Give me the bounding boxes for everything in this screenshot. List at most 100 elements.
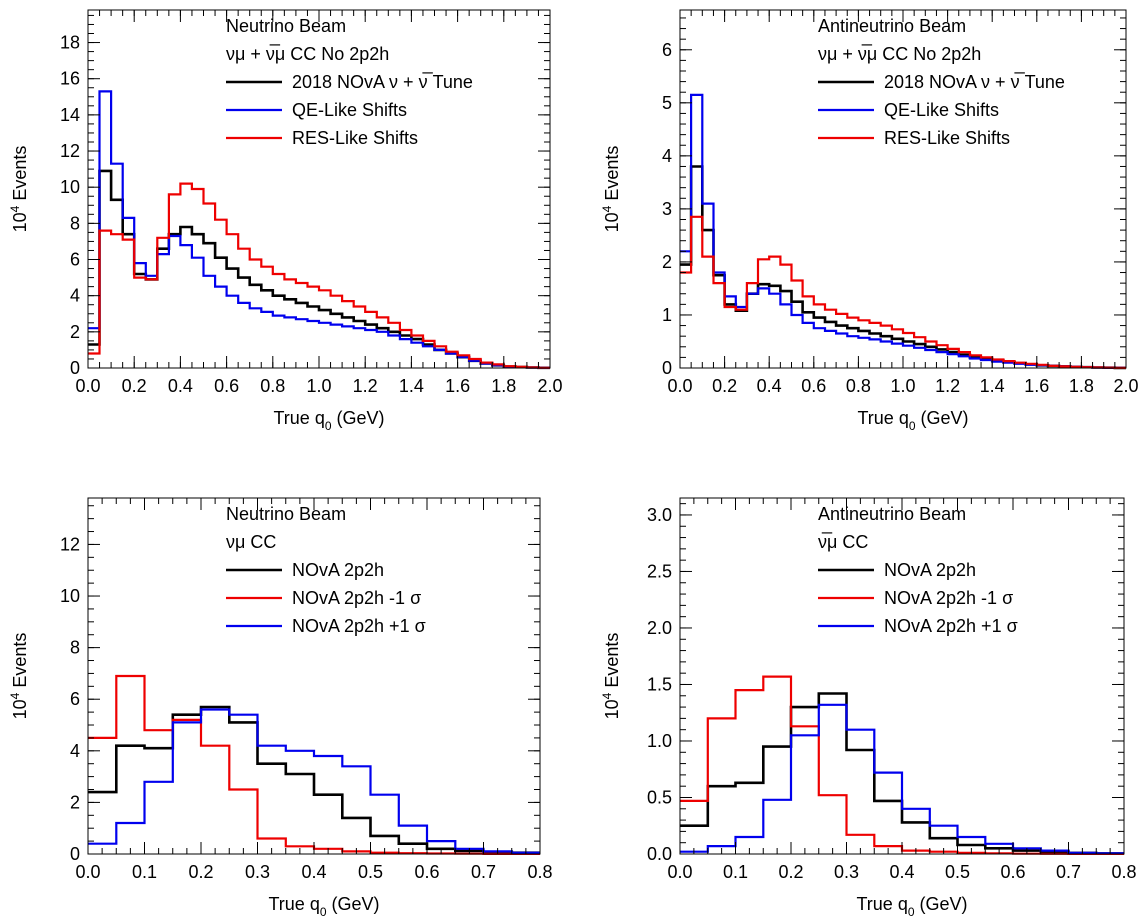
x-tick-label: 0.3	[834, 862, 859, 882]
y-tick-label: 0	[662, 358, 672, 378]
legend-entry-label: NOvA 2p2h +1 σ	[884, 616, 1018, 636]
series-line-3	[88, 182, 550, 369]
x-tick-label: 0.7	[1056, 862, 1081, 882]
y-tick-label: 2	[662, 252, 672, 272]
y-tick-label: 4	[662, 146, 672, 166]
series-line-2	[680, 675, 1124, 855]
x-tick-label: 1.4	[399, 376, 424, 396]
legend-entry-label: NOvA 2p2h +1 σ	[292, 616, 426, 636]
y-tick-label: 0.0	[647, 844, 672, 864]
y-axis-label: 104 Events	[8, 633, 30, 720]
x-tick-label: 0.4	[301, 862, 326, 882]
y-tick-label: 2	[70, 322, 80, 342]
x-tick-label: 0.4	[168, 376, 193, 396]
y-tick-label: 3	[662, 199, 672, 219]
y-tick-label: 0	[70, 844, 80, 864]
x-tick-label: 0.1	[132, 862, 157, 882]
legend-subtitle: νμ + ν̅μ CC No 2p2h	[818, 44, 981, 64]
y-tick-label: 6	[70, 250, 80, 270]
y-tick-label: 10	[60, 586, 80, 606]
y-tick-label: 16	[60, 69, 80, 89]
y-axis-label: 104 Events	[600, 146, 622, 233]
series-line-1	[680, 165, 1126, 370]
legend-subtitle: νμ CC	[226, 532, 276, 552]
x-tick-label: 1.6	[1024, 376, 1049, 396]
x-tick-label: 1.8	[1069, 376, 1094, 396]
x-tick-label: 0.4	[889, 862, 914, 882]
y-tick-label: 2	[70, 792, 80, 812]
y-tick-label: 10	[60, 177, 80, 197]
plot-frame	[87, 497, 541, 855]
y-tick-label: 5	[662, 93, 672, 113]
x-tick-label: 1.0	[890, 376, 915, 396]
x-tick-label: 0.5	[945, 862, 970, 882]
y-tick-label: 6	[70, 689, 80, 709]
legend-title: Antineutrino Beam	[818, 16, 966, 36]
x-tick-label: 1.0	[306, 376, 331, 396]
x-tick-label: 0.6	[801, 376, 826, 396]
legend-entry-label: NOvA 2p2h -1 σ	[292, 588, 421, 608]
legend-entry-label: QE-Like Shifts	[292, 100, 407, 120]
legend-subtitle: ν̅μ CC	[818, 532, 868, 552]
legend-title: Neutrino Beam	[226, 504, 346, 524]
x-tick-label: 0.0	[667, 376, 692, 396]
x-tick-label: 2.0	[537, 376, 562, 396]
x-axis-label: True q0 (GeV)	[856, 894, 967, 919]
y-tick-label: 0.5	[647, 787, 672, 807]
x-axis-label: True q0 (GeV)	[268, 894, 379, 919]
y-tick-label: 12	[60, 534, 80, 554]
chart-panel-2: 0.0 0.2 0.4 0.6 0.8 1.0 1.2 1.4 1.6 1.8 2.0 0 1 2 3 4 5 6…	[600, 9, 1139, 433]
legend-entry-label: QE-Like Shifts	[884, 100, 999, 120]
x-tick-label: 1.4	[980, 376, 1005, 396]
x-axis-label: True q0 (GeV)	[273, 408, 384, 433]
x-tick-label: 1.6	[445, 376, 470, 396]
y-tick-label: 18	[60, 33, 80, 53]
x-tick-label: 0.0	[75, 376, 100, 396]
y-tick-label: 8	[70, 213, 80, 233]
x-tick-label: 0.6	[414, 862, 439, 882]
x-tick-label: 2.0	[1113, 376, 1138, 396]
y-tick-label: 4	[70, 741, 80, 761]
y-tick-label: 3.0	[647, 505, 672, 525]
y-tick-label: 12	[60, 141, 80, 161]
legend-entry-label: RES-Like Shifts	[292, 128, 418, 148]
x-tick-label: 0.2	[778, 862, 803, 882]
x-tick-label: 0.8	[846, 376, 871, 396]
x-tick-label: 0.6	[214, 376, 239, 396]
y-tick-label: 2.5	[647, 561, 672, 581]
x-tick-label: 1.2	[353, 376, 378, 396]
x-tick-label: 0.2	[122, 376, 147, 396]
legend-title: Antineutrino Beam	[818, 504, 966, 524]
y-tick-label: 8	[70, 638, 80, 658]
legend-entry-label: 2018 NOvA ν + ν̅ Tune	[292, 72, 473, 92]
x-tick-label: 0.8	[260, 376, 285, 396]
x-tick-label: 0.6	[1000, 862, 1025, 882]
y-tick-label: 1.5	[647, 674, 672, 694]
legend-entry-label: NOvA 2p2h	[884, 560, 976, 580]
x-tick-label: 0.8	[1111, 862, 1136, 882]
x-tick-label: 1.8	[491, 376, 516, 396]
x-axis-label: True q0 (GeV)	[857, 408, 968, 433]
x-tick-label: 0.0	[667, 862, 692, 882]
chart-panel-1: 0.0 0.2 0.4 0.6 0.8 1.0 1.2 1.4 1.6 1.8 2.0 0 2 4 6 8 10…	[8, 9, 563, 433]
legend-entry-label: NOvA 2p2h -1 σ	[884, 588, 1013, 608]
x-tick-label: 0.8	[527, 862, 552, 882]
x-tick-label: 0.3	[245, 862, 270, 882]
chart-panel-3: 0.0 0.1 0.2 0.3 0.4 0.5 0.6 0.7 0.8 0 2 4 6 8 10 12 True…	[8, 497, 553, 919]
legend-entry-label: 2018 NOvA ν + ν̅ Tune	[884, 72, 1065, 92]
chart-panel-4: 0.0 0.1 0.2 0.3 0.4 0.5 0.6 0.7 0.8 0.0 0.5 1.0 1.5 2…	[600, 497, 1137, 919]
series-line-2	[88, 674, 540, 855]
y-tick-label: 1	[662, 305, 672, 325]
legend-title: Neutrino Beam	[226, 16, 346, 36]
legend-entry-label: RES-Like Shifts	[884, 128, 1010, 148]
x-tick-label: 0.1	[723, 862, 748, 882]
series-line-3	[680, 703, 1124, 855]
legend-entry-label: NOvA 2p2h	[292, 560, 384, 580]
series-line-2	[88, 90, 550, 369]
y-tick-label: 0	[70, 358, 80, 378]
y-tick-label: 4	[70, 286, 80, 306]
x-tick-label: 0.7	[471, 862, 496, 882]
y-tick-label: 6	[662, 40, 672, 60]
x-tick-label: 0.2	[188, 862, 213, 882]
